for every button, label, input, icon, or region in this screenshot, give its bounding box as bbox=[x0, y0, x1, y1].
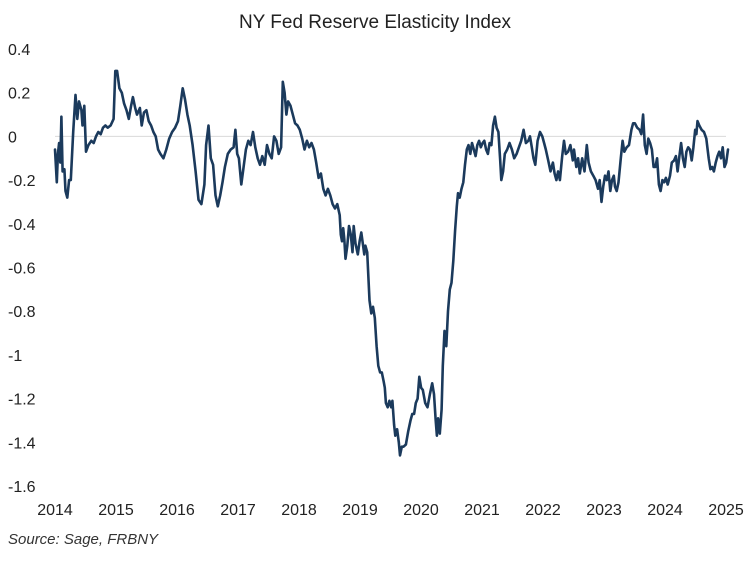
y-tick-label: -1.4 bbox=[8, 435, 36, 452]
y-axis: 0.4 0.2 0 -0.2 -0.4 -0.6 -0.8 -1 -1.2 -1.4 -1.6 bbox=[8, 42, 36, 496]
x-tick-label: 2014 bbox=[37, 502, 73, 519]
x-tick-label: 2021 bbox=[464, 502, 500, 519]
y-tick-label: -0.8 bbox=[8, 304, 36, 321]
y-tick-label: -1 bbox=[8, 348, 22, 365]
y-tick-label: -1.2 bbox=[8, 392, 36, 409]
x-tick-label: 2019 bbox=[342, 502, 378, 519]
x-tick-label: 2025 bbox=[708, 502, 744, 519]
y-tick-label: -1.6 bbox=[8, 479, 36, 496]
x-tick-label: 2023 bbox=[586, 502, 622, 519]
chart-title: NY Fed Reserve Elasticity Index bbox=[239, 12, 512, 33]
x-tick-label: 2018 bbox=[281, 502, 317, 519]
y-tick-label: 0 bbox=[8, 129, 17, 146]
y-tick-label: -0.4 bbox=[8, 217, 36, 234]
x-axis: 2014 2015 2016 2017 2018 2019 2020 2021 2022 2023… bbox=[37, 502, 744, 519]
y-tick-label: 0.2 bbox=[8, 86, 30, 103]
source-note: Source: Sage, FRBNY bbox=[8, 531, 159, 548]
series-line-reserve-elasticity bbox=[53, 69, 730, 457]
y-tick-label: -0.6 bbox=[8, 261, 36, 278]
x-tick-label: 2017 bbox=[220, 502, 256, 519]
x-tick-label: 2015 bbox=[98, 502, 134, 519]
x-tick-label: 2020 bbox=[403, 502, 439, 519]
x-tick-label: 2016 bbox=[159, 502, 195, 519]
x-tick-label: 2024 bbox=[647, 502, 683, 519]
y-tick-label: -0.2 bbox=[8, 173, 36, 190]
x-tick-label: 2022 bbox=[525, 502, 561, 519]
y-tick-label: 0.4 bbox=[8, 42, 30, 59]
